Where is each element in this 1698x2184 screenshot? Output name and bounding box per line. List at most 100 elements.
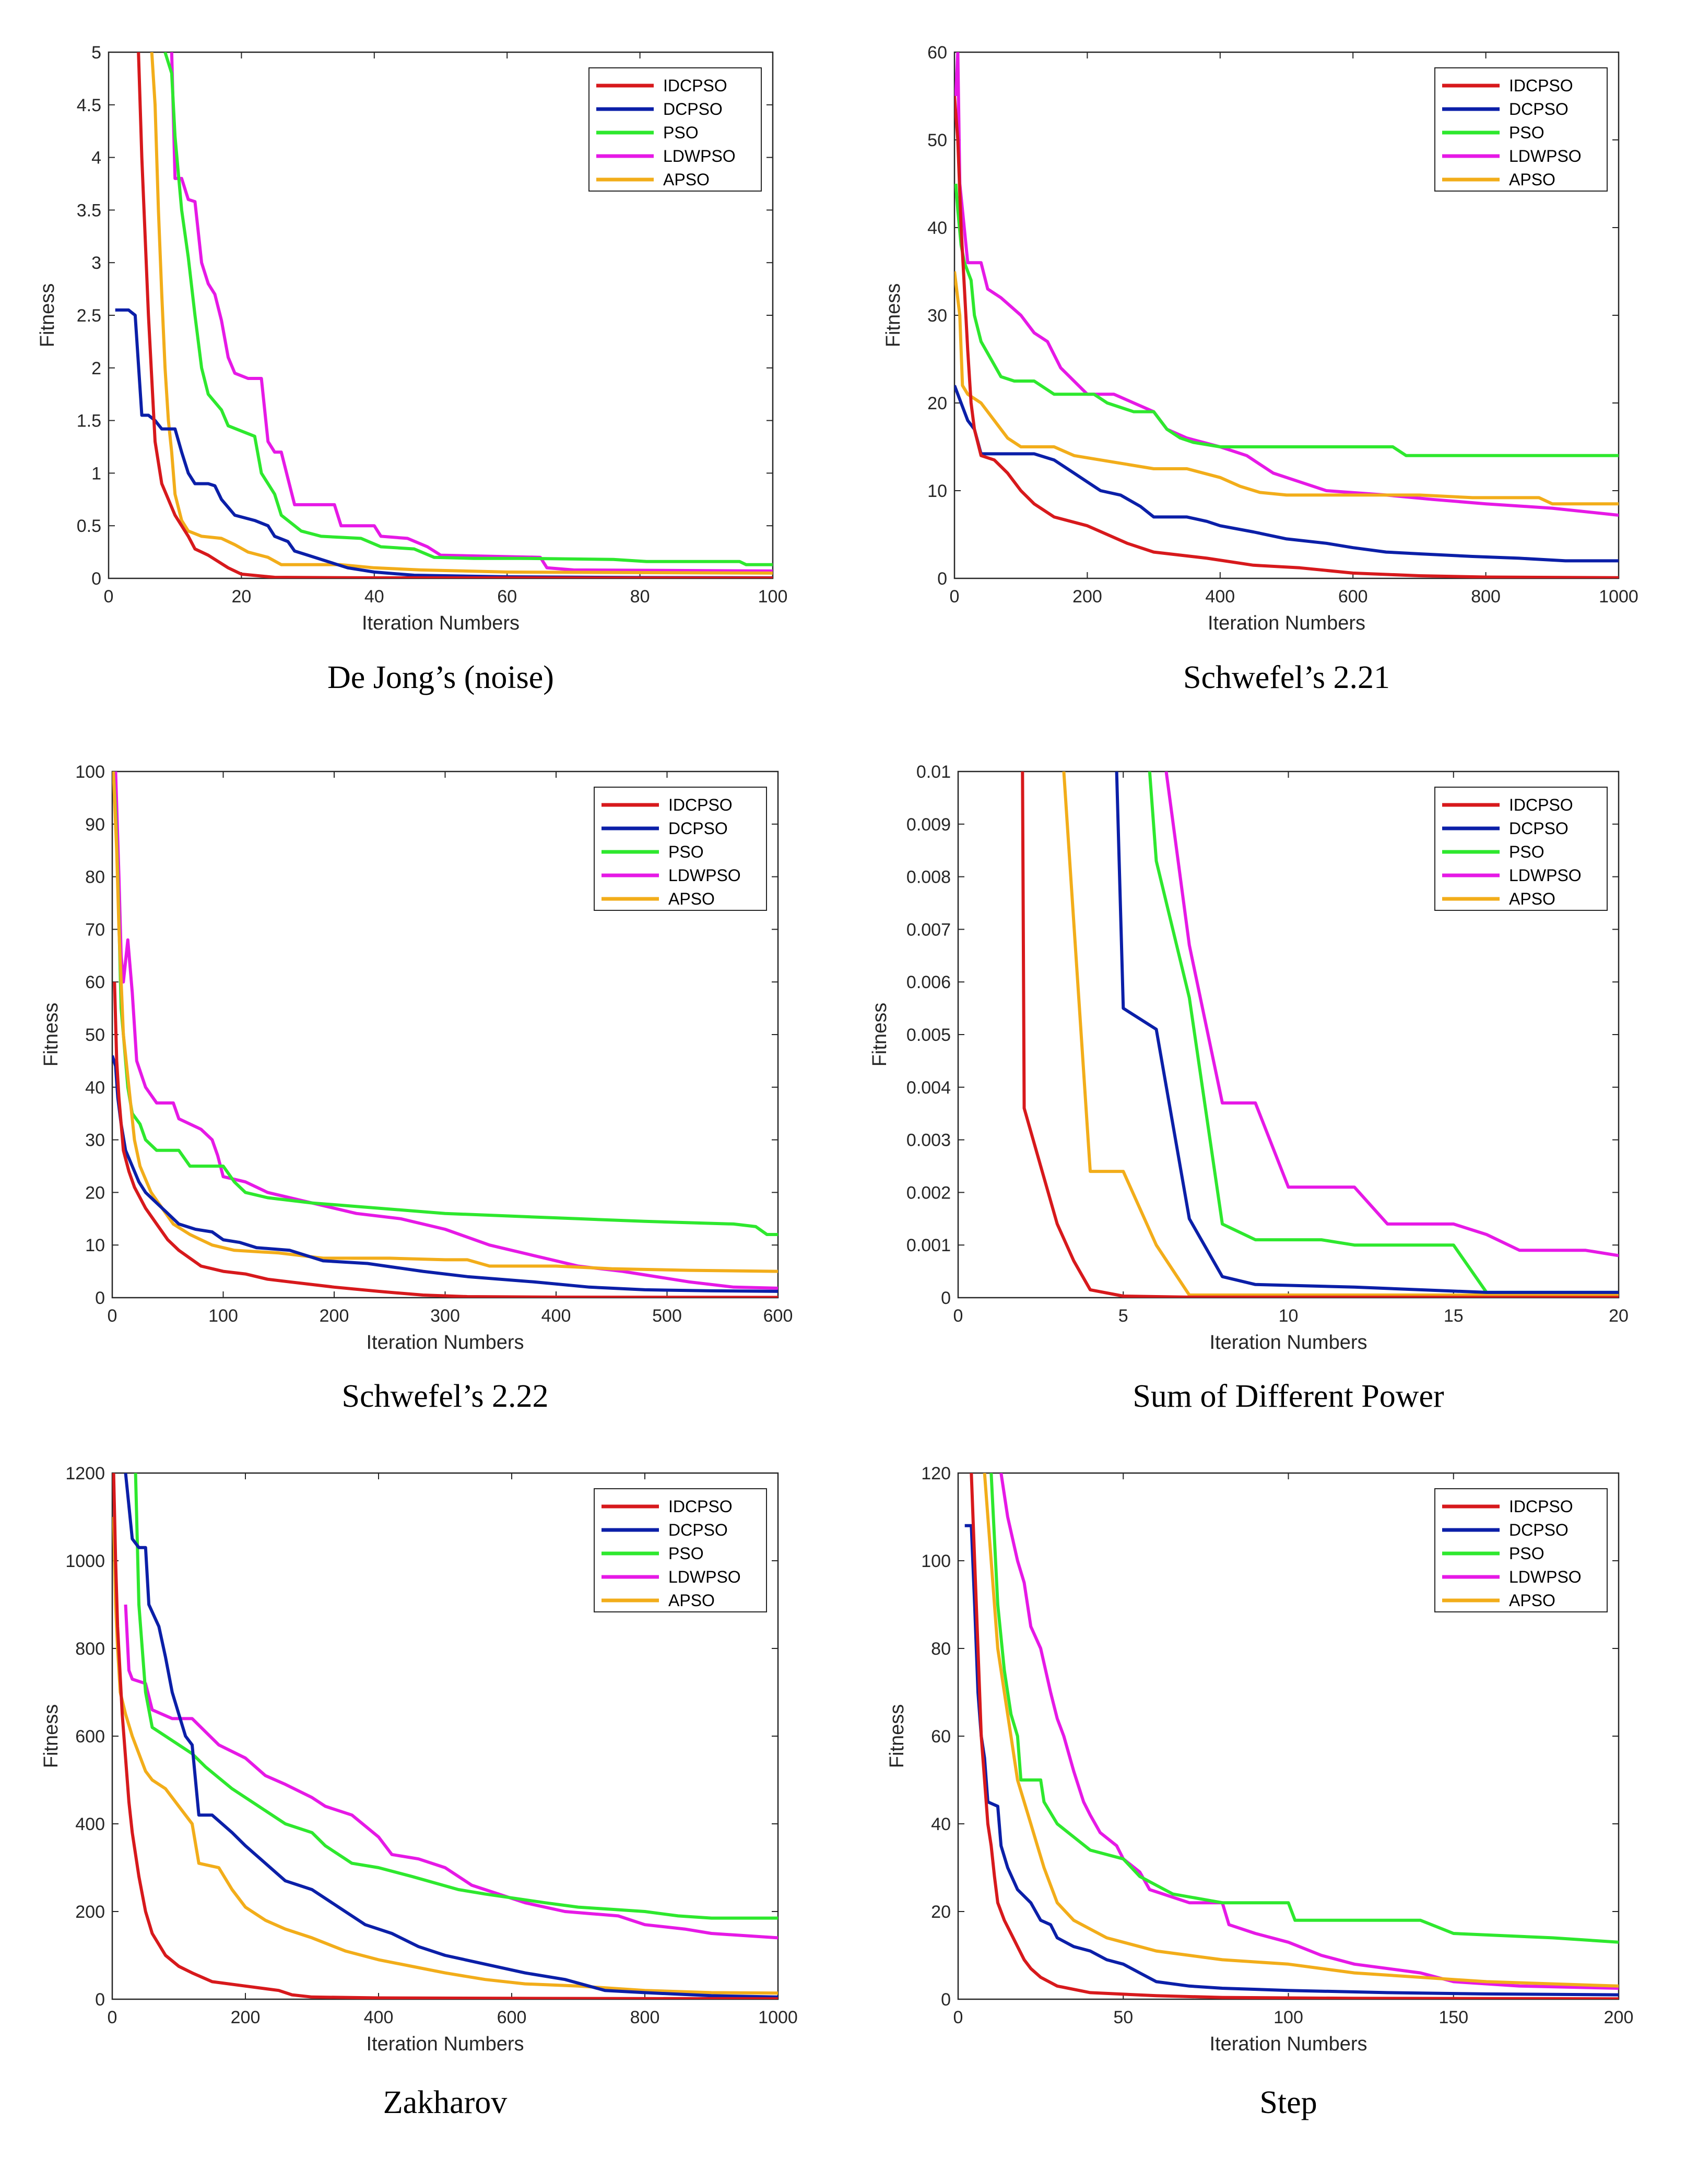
legend-label-apso: APSO: [1509, 889, 1555, 908]
y-tick-label: 0: [941, 1288, 951, 1308]
series-line-pso: [1148, 771, 1619, 1294]
legend-label-apso: APSO: [1509, 170, 1555, 189]
x-tick-label: 40: [364, 587, 384, 607]
x-tick-label: 200: [231, 2008, 261, 2027]
x-tick-label: 800: [1471, 587, 1501, 607]
y-tick-label: 0.004: [906, 1078, 951, 1098]
legend-label-idcpso: IDCPSO: [1509, 76, 1573, 95]
legend-box: [1434, 1488, 1608, 1612]
legend-label-dcpso: DCPSO: [663, 100, 723, 118]
x-tick-label: 400: [541, 1306, 571, 1326]
chart-panel-3: 0 100 200 300 400 500 600 0 10 20 30 40 50 60 70 80 90 10…: [40, 762, 793, 1414]
y-tick-label: 40: [85, 1078, 105, 1098]
series-line-ldwpso: [954, 52, 1619, 517]
x-tick-label: 20: [231, 587, 251, 607]
x-tick-label: 500: [652, 1306, 682, 1326]
series-line-pso: [989, 1473, 1619, 1944]
y-tick-label: 4.5: [77, 96, 101, 115]
x-tick-label: 0: [953, 2008, 963, 2027]
y-tick-label: 100: [75, 762, 105, 782]
x-tick-label: 150: [1438, 2008, 1468, 2027]
x-axis-label: Iteration Numbers: [1208, 612, 1365, 634]
chart-caption: Sum of Different Power: [1133, 1379, 1444, 1414]
x-tick-label: 200: [1072, 587, 1102, 607]
legend-label-apso: APSO: [668, 889, 715, 908]
x-axis-label: Iteration Numbers: [366, 2033, 524, 2055]
legend-box: [1434, 787, 1608, 911]
legend-label-dcpso: DCPSO: [1509, 1521, 1569, 1539]
y-tick-label: 60: [85, 972, 105, 992]
x-tick-label: 60: [497, 587, 517, 607]
y-tick-label: 0: [95, 1990, 105, 2010]
y-tick-label: 400: [75, 1814, 105, 1834]
x-tick-label: 600: [497, 2008, 527, 2027]
series-line-pso: [134, 1473, 778, 1920]
y-tick-label: 0.006: [906, 972, 951, 992]
series-line-ldwpso: [1164, 771, 1619, 1257]
series-line-pso: [163, 52, 773, 566]
series-line-dcpso: [954, 385, 1619, 563]
y-tick-label: 0.003: [906, 1131, 951, 1150]
y-tick-label: 0: [937, 569, 947, 589]
y-tick-label: 800: [75, 1639, 105, 1659]
x-axis-label: Iteration Numbers: [366, 1332, 524, 1354]
legend-label-dcpso: DCPSO: [668, 819, 728, 838]
y-tick-label: 0.5: [77, 516, 101, 536]
y-tick-label: 30: [927, 306, 947, 326]
x-tick-label: 20: [1609, 1306, 1629, 1326]
chart-caption: Zakharov: [383, 2085, 508, 2120]
y-axis-label: Fitness: [40, 1704, 62, 1768]
legend-label-apso: APSO: [1509, 1591, 1555, 1610]
y-tick-label: 50: [85, 1025, 105, 1045]
chart-panel-4: 0 5 10 15 20 0 0.001 0.002 0.003 0.004 0.005 0.006 0…: [869, 762, 1629, 1414]
chart-panel-5: 0 200 400 600 800 1000 0 200 400 600 800 1000 1200 It…: [40, 1464, 798, 2120]
legend-label-idcpso: IDCPSO: [668, 1497, 733, 1516]
x-tick-label: 600: [1338, 587, 1368, 607]
y-tick-label: 60: [931, 1727, 951, 1747]
y-tick-label: 70: [85, 920, 105, 940]
y-tick-label: 60: [927, 43, 947, 63]
x-tick-label: 1000: [758, 2008, 798, 2027]
series-line-idcpso: [970, 1473, 1619, 1999]
series-line-dcpso: [112, 1055, 778, 1293]
y-tick-label: 80: [931, 1639, 951, 1659]
series-line-apso: [954, 271, 1619, 506]
x-tick-label: 10: [1279, 1306, 1299, 1326]
y-tick-label: 100: [921, 1551, 951, 1571]
y-tick-label: 0.01: [916, 762, 951, 782]
legend-label-pso: PSO: [1509, 123, 1544, 142]
legend-label-pso: PSO: [1509, 1544, 1544, 1563]
series-line-pso: [954, 183, 1619, 457]
x-tick-label: 200: [1604, 2008, 1634, 2027]
legend-box: [1434, 67, 1608, 192]
x-tick-label: 200: [320, 1306, 349, 1326]
series-line-ldwpso: [124, 1604, 778, 1940]
legend-label-apso: APSO: [668, 1591, 715, 1610]
y-tick-label: 3.5: [77, 200, 101, 220]
x-tick-label: 100: [758, 587, 788, 607]
series-line-idcpso: [1021, 771, 1619, 1298]
y-axis-label: Fitness: [882, 283, 904, 347]
y-tick-label: 4: [91, 148, 101, 168]
y-tick-label: 0: [91, 569, 101, 589]
legend-label-idcpso: IDCPSO: [663, 76, 727, 95]
y-tick-label: 40: [931, 1814, 951, 1834]
chart-caption: Schwefel’s 2.21: [1183, 660, 1390, 695]
x-tick-label: 80: [630, 587, 650, 607]
legend-label-idcpso: IDCPSO: [1509, 796, 1573, 814]
legend-label-pso: PSO: [1509, 842, 1544, 861]
y-tick-label: 20: [927, 394, 947, 413]
series-line-idcpso: [112, 1473, 778, 1999]
series-line-idcpso: [137, 52, 773, 578]
legend-label-idcpso: IDCPSO: [1509, 1497, 1573, 1516]
x-axis-label: Iteration Numbers: [362, 612, 520, 634]
y-tick-label: 0.005: [906, 1025, 951, 1045]
y-tick-label: 10: [927, 481, 947, 501]
legend-label-ldwpso: LDWPSO: [1509, 866, 1582, 885]
chart-caption: Schwefel’s 2.22: [341, 1379, 548, 1414]
y-axis-label: Fitness: [37, 283, 58, 347]
y-tick-label: 2: [91, 359, 101, 378]
y-tick-label: 0: [941, 1990, 951, 2010]
y-tick-label: 5: [91, 43, 101, 63]
